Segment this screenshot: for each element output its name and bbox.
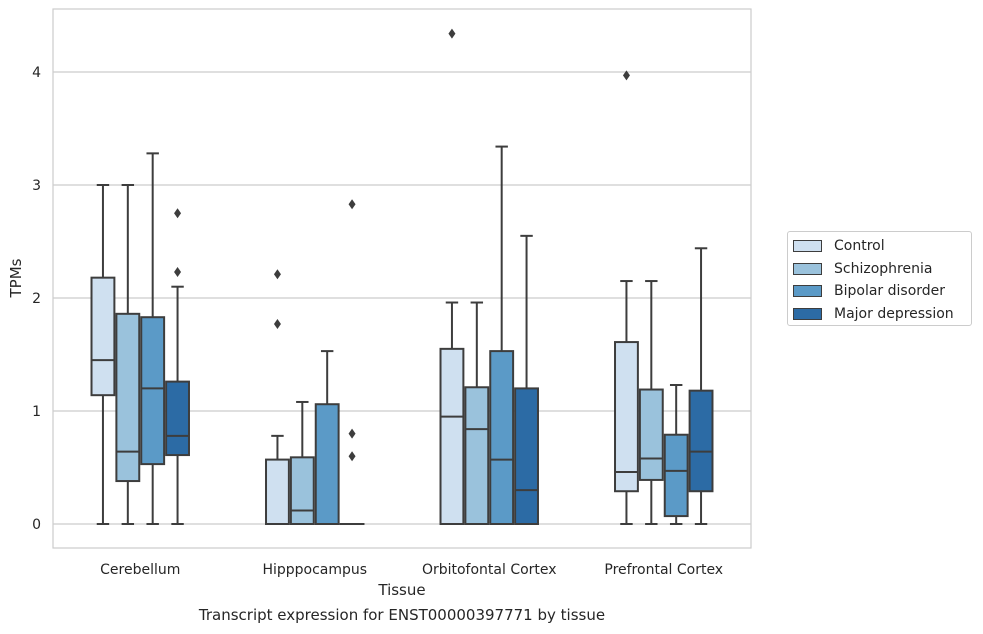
box-3-1	[638, 280, 664, 525]
outlier-point	[273, 269, 281, 280]
legend-swatch	[793, 240, 822, 253]
legend-swatch	[793, 262, 822, 275]
box-0-1	[115, 184, 141, 525]
box-iqr	[688, 389, 714, 493]
box-2-2	[489, 145, 515, 525]
box-2-3	[514, 234, 539, 525]
box-series	[90, 28, 714, 526]
y-tick-labels: 0 1 2 3 4	[32, 65, 41, 533]
y-tick-label: 2	[32, 291, 41, 307]
outlier-point	[174, 267, 182, 278]
box-iqr	[464, 386, 490, 525]
x-tick-label: Prefrontal Cortex	[604, 562, 723, 578]
y-tick-label: 3	[32, 178, 41, 194]
legend-label: Control	[834, 238, 885, 255]
box-2-1	[464, 301, 490, 525]
box-iqr	[514, 387, 539, 525]
chart-caption: Transcript expression for ENST0000039777…	[198, 606, 606, 624]
box-iqr	[115, 312, 141, 483]
legend-swatch	[793, 307, 822, 320]
y-tick-label: 1	[32, 404, 41, 420]
legend-label: Schizophrenia	[834, 260, 933, 277]
box-0-2	[140, 152, 166, 525]
box-1-2	[314, 350, 340, 525]
box-iqr	[638, 388, 664, 481]
legend-label: Bipolar disorder	[834, 283, 946, 300]
box-iqr	[165, 380, 190, 457]
box-iqr	[90, 276, 116, 397]
legend: Control Schizophrenia Bipolar disorder Majo…	[787, 231, 972, 326]
x-tick-label: Hipppocampus	[262, 562, 367, 578]
x-tick-labels: Cerebellum Hipppocampus Orbitofontal Corte…	[100, 562, 723, 578]
outlier-point	[622, 70, 630, 81]
box-0-3	[165, 208, 190, 525]
legend-item: Bipolar disorder	[788, 280, 971, 303]
box-iqr	[663, 433, 689, 518]
box-iqr	[289, 456, 315, 525]
box-1-3	[339, 199, 365, 526]
box-iqr	[265, 458, 290, 525]
x-tick-label: Orbitofontal Cortex	[422, 562, 557, 578]
outlier-point	[348, 451, 356, 462]
y-tick-label: 0	[32, 517, 41, 533]
outlier-point	[448, 28, 456, 39]
outlier-point	[348, 428, 356, 439]
box-1-0	[265, 269, 290, 525]
box-iqr	[439, 347, 465, 525]
box-3-2	[663, 384, 689, 525]
box-iqr	[614, 341, 639, 493]
legend-label: Major depression	[834, 305, 954, 322]
x-tick-label: Cerebellum	[100, 562, 180, 578]
box-3-0	[614, 70, 639, 525]
box-0-0	[90, 184, 116, 525]
legend-swatch	[793, 285, 822, 298]
x-axis-label: Tissue	[377, 581, 425, 599]
legend-item: Control	[788, 235, 971, 258]
box-iqr	[314, 403, 340, 525]
outlier-point	[348, 199, 356, 210]
box-iqr	[140, 316, 166, 466]
box-1-1	[289, 400, 315, 525]
plot-frame	[52, 8, 752, 549]
box-iqr	[489, 350, 515, 525]
outlier-point	[273, 318, 281, 329]
box-2-0	[439, 28, 465, 525]
y-axis-label: TPMs	[7, 258, 25, 298]
box-3-3	[688, 247, 714, 525]
outlier-point	[174, 208, 182, 219]
y-tick-label: 4	[32, 65, 41, 81]
legend-item: Schizophrenia	[788, 258, 971, 281]
legend-item: Major depression	[788, 303, 971, 326]
